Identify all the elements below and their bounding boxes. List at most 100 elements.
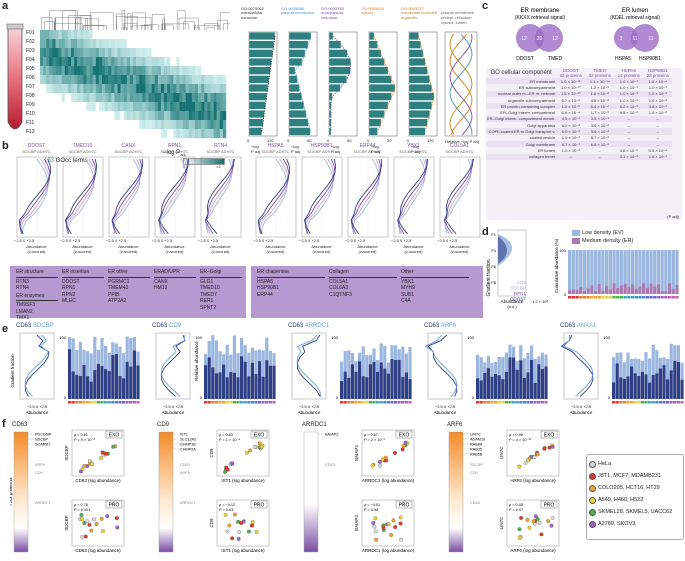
heatmap-cell [210,84,214,94]
d-bar-ev [597,250,601,284]
heatmap-cell [201,93,205,103]
profile-line [303,158,337,235]
d-bar-er [575,289,579,294]
e-bar-dark [619,377,623,399]
panel-b-left-plots: DDOST SDCBP ADH7C −2.5 0 +2.5 Abundance (z-s… [14,143,244,263]
go-bar [328,32,334,40]
heatmap-cell [219,30,224,40]
heatmap-cell [49,84,53,94]
e-bar-dark [225,377,229,399]
dendrogram-branch [132,12,146,30]
e-cell-swatch [75,401,79,404]
go-bar [368,110,385,118]
heatmap-cell [222,66,227,76]
go-table-row: Golgi membrane 8.7 × 10⁻³ 6.8 × 10⁻³ – – [486,140,673,148]
profile-xticks: −2.5 0 +2.5 [60,238,81,243]
go-bar [408,58,426,66]
e-bar-dark [132,350,136,399]
heatmap-cell [114,102,118,112]
venn-right-v1: 3 [620,36,623,42]
heatmap-cell [191,84,196,94]
go-row-value: 6.2 × 10⁻³ [614,103,644,110]
heatmap-cell [216,66,220,76]
heatmap-cell [185,129,189,139]
panel-e: CD63 SDCBP Gradient fraction −2.5 0 +2.5 Ab… [10,323,684,419]
e-rel-tick: 100 [603,335,610,340]
go-row-value: 1.0 × 10⁻³ [648,110,667,116]
heatmap-cell [40,129,44,139]
heatmap-cell [191,120,196,130]
go-profile-0: GO:0070062 extracellular exosome 0 120 −log P… [241,6,279,161]
go-id: GO:0005783 [321,6,344,11]
f-scatter-point [377,463,382,468]
heatmap-cell [207,30,211,40]
heatmap-cell [40,111,44,121]
heatmap-cell [46,120,50,130]
e-bar-dark [96,363,100,399]
heatmap-cell [40,30,44,40]
go-row-value: – [643,128,673,135]
e-pair-b: CD9 [169,323,182,329]
profile-xlabel-sub: (z-scored) [266,249,285,254]
e-rel-tick: 0 [64,395,67,400]
heatmap-cell [111,39,115,49]
d-bar-ev [590,250,594,286]
heatmap-cell [142,48,146,58]
heatmap-cell [129,57,134,67]
f-scatter-p: P = 0.63 [219,508,233,512]
heatmap-cell [83,84,87,94]
go-row-label: ER lumen [537,147,556,153]
heatmap-cell [133,93,137,103]
d-bar-ev [634,250,638,289]
e-bar-light [522,358,526,378]
e-rel-tick: 0 [608,395,611,400]
protein-plot-DDOST: DDOST SDCBP ADH7C −2.5 0 +2.5 Abundance (z-s… [14,143,59,263]
venn-left-v3: 12 [552,36,558,42]
go-axis-label: −log P adj [291,144,300,154]
heatmap-cell [43,48,47,58]
d-bar-ev [638,250,642,287]
heatmap-cell [77,48,81,58]
heatmap-cell [145,75,149,85]
e-cell-swatch [637,401,641,404]
heatmap-cell [123,84,127,94]
f-scatter-point [537,520,542,525]
heatmap-cell [55,30,59,40]
go-frame [368,31,398,137]
e-bar-light [247,352,251,377]
heatmap-cell [164,84,168,94]
d-bar-er [601,290,605,294]
d-cell-swatch [593,296,598,299]
go-bar [248,92,267,101]
heatmap-cell [126,120,131,130]
d-cell-swatch [627,296,631,299]
go-tick-max: 40 [347,138,352,143]
go-bar [328,75,347,84]
e-cell-swatch [651,401,655,404]
heatmap-cell [195,120,199,130]
heatmap-cell [188,84,193,94]
go-name: plasma membrane endopl. reticulum cytoso… [441,10,475,25]
heatmap-cell [71,66,75,76]
go-tick-max: 120 [267,138,274,143]
heatmap-cell [80,129,84,139]
e-bar-light [365,354,369,378]
heatmap-cell [114,84,118,94]
profile-line [21,158,49,234]
heatmap-cell [58,30,62,40]
heatmap-cell [133,66,137,76]
e-cell-swatch [261,401,265,404]
e-xlabel: Abundance [570,410,593,415]
e-bar-dark [648,382,652,399]
heatmap-cell [204,48,208,58]
dendrogram-branch [83,24,105,30]
heatmap-cell [49,120,53,130]
heatmap-cell [83,57,87,67]
heatmap-cell [108,57,112,67]
d-bar-er [667,283,672,294]
heatmap-cell [182,120,186,130]
e-bar-dark [218,372,222,399]
d-cell-swatch [664,296,668,299]
go-tick-max: 20 [387,138,392,143]
heatmap-cell [120,30,124,40]
